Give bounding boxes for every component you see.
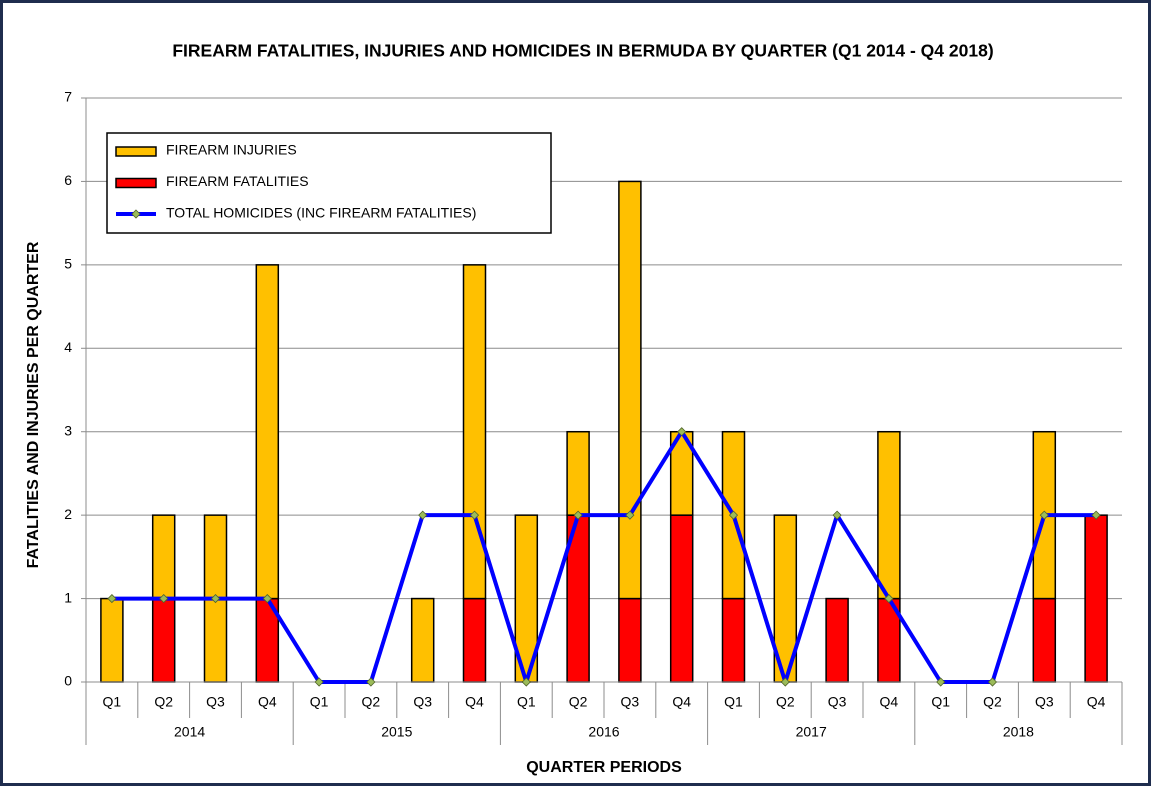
x-tick-label: Q3: [206, 694, 225, 710]
x-group-label: 2014: [174, 724, 205, 740]
bar: [566, 430, 590, 516]
line-marker: [884, 594, 894, 604]
x-tick-label: Q4: [672, 694, 691, 710]
x-tick-label: Q2: [569, 694, 588, 710]
x-tick-label: Q1: [931, 694, 950, 710]
bar: [151, 597, 176, 683]
x-tick-label: Q2: [362, 694, 381, 710]
line-marker: [1091, 510, 1101, 520]
x-tick-label: Q1: [517, 694, 536, 710]
line-marker: [780, 677, 790, 687]
x-tick-label: Q1: [310, 694, 329, 710]
legend-swatch: [115, 146, 157, 157]
bar: [669, 514, 694, 683]
bar: [618, 180, 642, 600]
bar: [462, 597, 487, 683]
x-tick-label: Q4: [258, 694, 277, 710]
y-tick-label: 1: [64, 589, 72, 605]
line-marker: [469, 510, 480, 520]
line-marker: [314, 677, 324, 687]
y-tick-label: 6: [64, 172, 72, 188]
y-tick-label: 4: [64, 339, 72, 355]
legend-label: FIREARM FATALITIES: [166, 173, 309, 189]
x-tick-label: Q3: [413, 694, 432, 710]
x-axis-title: QUARTER PERIODS: [526, 759, 682, 776]
x-tick-label: Q4: [1087, 694, 1106, 710]
y-tick-label: 7: [64, 89, 72, 105]
bar: [1032, 597, 1057, 683]
chart-title: FIREARM FATALITIES, INJURIES AND HOMICID…: [172, 41, 993, 61]
line-marker: [159, 594, 169, 604]
y-axis-title: FATALITIES AND INJURIES PER QUARTER: [25, 241, 42, 568]
line-marker: [418, 510, 428, 520]
bar: [151, 514, 176, 600]
line: [111, 429, 1097, 684]
bar: [825, 597, 849, 683]
x-tick-label: Q4: [465, 694, 484, 710]
bar: [462, 264, 487, 600]
line-marker: [677, 427, 687, 437]
x-tick-label: Q2: [154, 694, 173, 710]
y-tick-label: 0: [64, 673, 72, 689]
x-tick-label: Q3: [621, 694, 640, 710]
bar: [255, 264, 280, 600]
y-tick-label: 2: [64, 506, 72, 522]
x-tick-label: Q2: [983, 694, 1002, 710]
line-marker: [131, 209, 141, 219]
legend-label: FIREARM INJURIES: [166, 142, 297, 158]
x-group-label: 2018: [1003, 724, 1034, 740]
x-tick-label: Q3: [828, 694, 847, 710]
line-marker: [573, 510, 583, 520]
bar: [410, 597, 435, 683]
line-marker: [728, 510, 739, 520]
x-tick-label: Q3: [1035, 694, 1054, 710]
bar: [721, 597, 746, 683]
line-marker: [625, 510, 635, 520]
line-marker: [832, 510, 842, 520]
x-group-label: 2015: [381, 724, 412, 740]
line-marker: [521, 677, 531, 687]
line-marker: [936, 677, 946, 687]
y-tick-label: 5: [64, 256, 72, 272]
line-marker: [366, 677, 376, 687]
x-tick-label: Q4: [880, 694, 899, 710]
line-marker: [1039, 510, 1049, 520]
legend-swatch: [115, 177, 157, 189]
bar: [618, 597, 642, 683]
bar: [877, 430, 901, 600]
line-marker: [210, 594, 221, 604]
x-group-label: 2016: [588, 724, 619, 740]
bar: [100, 597, 124, 683]
line-marker: [987, 677, 998, 687]
bar: [1084, 514, 1108, 683]
x-group-label: 2017: [796, 724, 827, 740]
line-marker: [262, 594, 272, 604]
x-tick-label: Q1: [103, 694, 122, 710]
legend-box: [106, 132, 552, 234]
line-marker: [107, 594, 117, 604]
x-tick-label: Q2: [776, 694, 795, 710]
y-tick-label: 3: [64, 422, 72, 438]
legend-label: TOTAL HOMICIDES (INC FIREARM FATALITIES): [166, 205, 476, 221]
x-tick-label: Q1: [724, 694, 743, 710]
